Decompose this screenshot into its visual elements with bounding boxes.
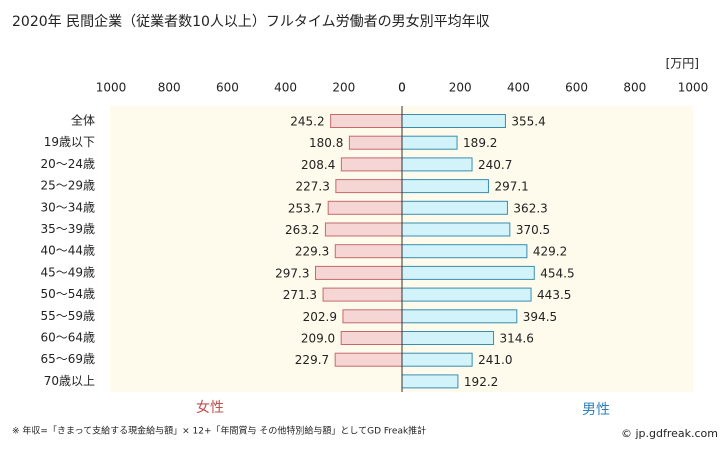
bar — [401, 222, 511, 237]
x-tick-label: 1000 — [96, 81, 127, 95]
value-label: 241.0 — [478, 353, 512, 367]
value-label: 202.9 — [303, 310, 337, 324]
bar — [401, 200, 508, 215]
bar — [401, 309, 518, 324]
bar — [330, 114, 403, 128]
x-tick-label: 200 — [332, 81, 355, 95]
value-label: 208.4 — [301, 158, 335, 172]
bar — [401, 331, 495, 345]
x-tick-label: 400 — [274, 81, 297, 95]
value-label: 180.8 — [309, 136, 343, 150]
y-tick-label: 50～54歳 — [40, 287, 95, 301]
bar — [324, 222, 403, 237]
value-label: 227.3 — [295, 180, 329, 194]
x-tick-label: 600 — [565, 81, 588, 95]
value-label: 271.3 — [283, 288, 317, 302]
x-tick-label: 0 — [398, 81, 406, 95]
value-label: 443.5 — [537, 288, 571, 302]
value-label: 192.2 — [464, 375, 498, 389]
bar — [401, 135, 458, 150]
y-tick-label: 65～69歳 — [40, 352, 95, 366]
bar — [335, 179, 403, 194]
bar — [348, 135, 403, 150]
x-tick-label: 1000 — [678, 81, 709, 95]
x-tick-label: 0 — [398, 81, 406, 95]
bar — [401, 244, 528, 259]
value-label: 314.6 — [500, 332, 534, 346]
value-label: 240.7 — [478, 158, 512, 172]
y-tick-label: 35～39歳 — [40, 222, 95, 236]
x-tick-label: 200 — [449, 81, 472, 95]
bar — [322, 287, 403, 302]
value-label: 253.7 — [288, 201, 322, 215]
y-tick-label: 25～29歳 — [40, 179, 95, 193]
bar — [401, 352, 473, 367]
bar — [334, 352, 403, 367]
y-tick-label: 30～34歳 — [40, 200, 95, 214]
y-tick-label: 全体 — [71, 113, 95, 128]
value-label: 362.3 — [513, 201, 547, 215]
bar — [401, 157, 473, 172]
value-label: 189.2 — [463, 136, 497, 150]
legend-label: 男性 — [582, 402, 610, 418]
value-label: 245.2 — [290, 115, 324, 129]
y-tick-label: 40～44歳 — [40, 244, 95, 258]
x-tick-label: 800 — [623, 81, 646, 95]
bar — [342, 309, 403, 324]
bar — [314, 265, 403, 280]
value-label: 209.0 — [301, 332, 335, 346]
bar — [334, 244, 403, 259]
bar — [340, 157, 403, 172]
source: © jp.gdfreak.com — [621, 427, 718, 440]
y-tick-label: 60～64歳 — [40, 331, 95, 345]
bar — [327, 200, 403, 215]
x-tick-label: 400 — [507, 81, 530, 95]
value-label: 297.1 — [494, 180, 528, 194]
value-label: 229.7 — [295, 353, 329, 367]
legend-label: 女性 — [196, 399, 224, 416]
value-label: 263.2 — [285, 223, 319, 237]
bar — [340, 331, 403, 345]
value-label: 429.2 — [533, 245, 567, 259]
y-tick-label: 19歳以下 — [44, 135, 95, 149]
unit-label: [万円] — [666, 57, 699, 71]
y-tick-label: 70歳以上 — [44, 374, 95, 388]
bar — [401, 374, 459, 389]
value-label: 370.5 — [516, 223, 550, 237]
x-tick-label: 600 — [216, 81, 239, 95]
y-tick-label: 20～24歳 — [40, 157, 95, 171]
x-tick-label: 800 — [158, 81, 181, 95]
value-label: 454.5 — [540, 266, 574, 280]
footnote: ※ 年収=「きまって支給する現金給与額」× 12+「年間賞与 その他特別給与額」… — [12, 425, 426, 437]
bar — [401, 114, 506, 128]
bar — [401, 287, 532, 302]
value-label: 297.3 — [275, 266, 309, 280]
value-label: 394.5 — [523, 310, 557, 324]
chart-title: 2020年 民間企業（従業者数10人以上）フルタイム労働者の男女別平均年収 — [12, 13, 490, 30]
y-tick-label: 55～59歳 — [40, 309, 95, 323]
value-label: 229.3 — [295, 245, 329, 259]
y-tick-label: 45～49歳 — [40, 265, 95, 279]
bar — [401, 179, 489, 194]
bar — [401, 265, 535, 280]
value-label: 355.4 — [511, 115, 545, 129]
